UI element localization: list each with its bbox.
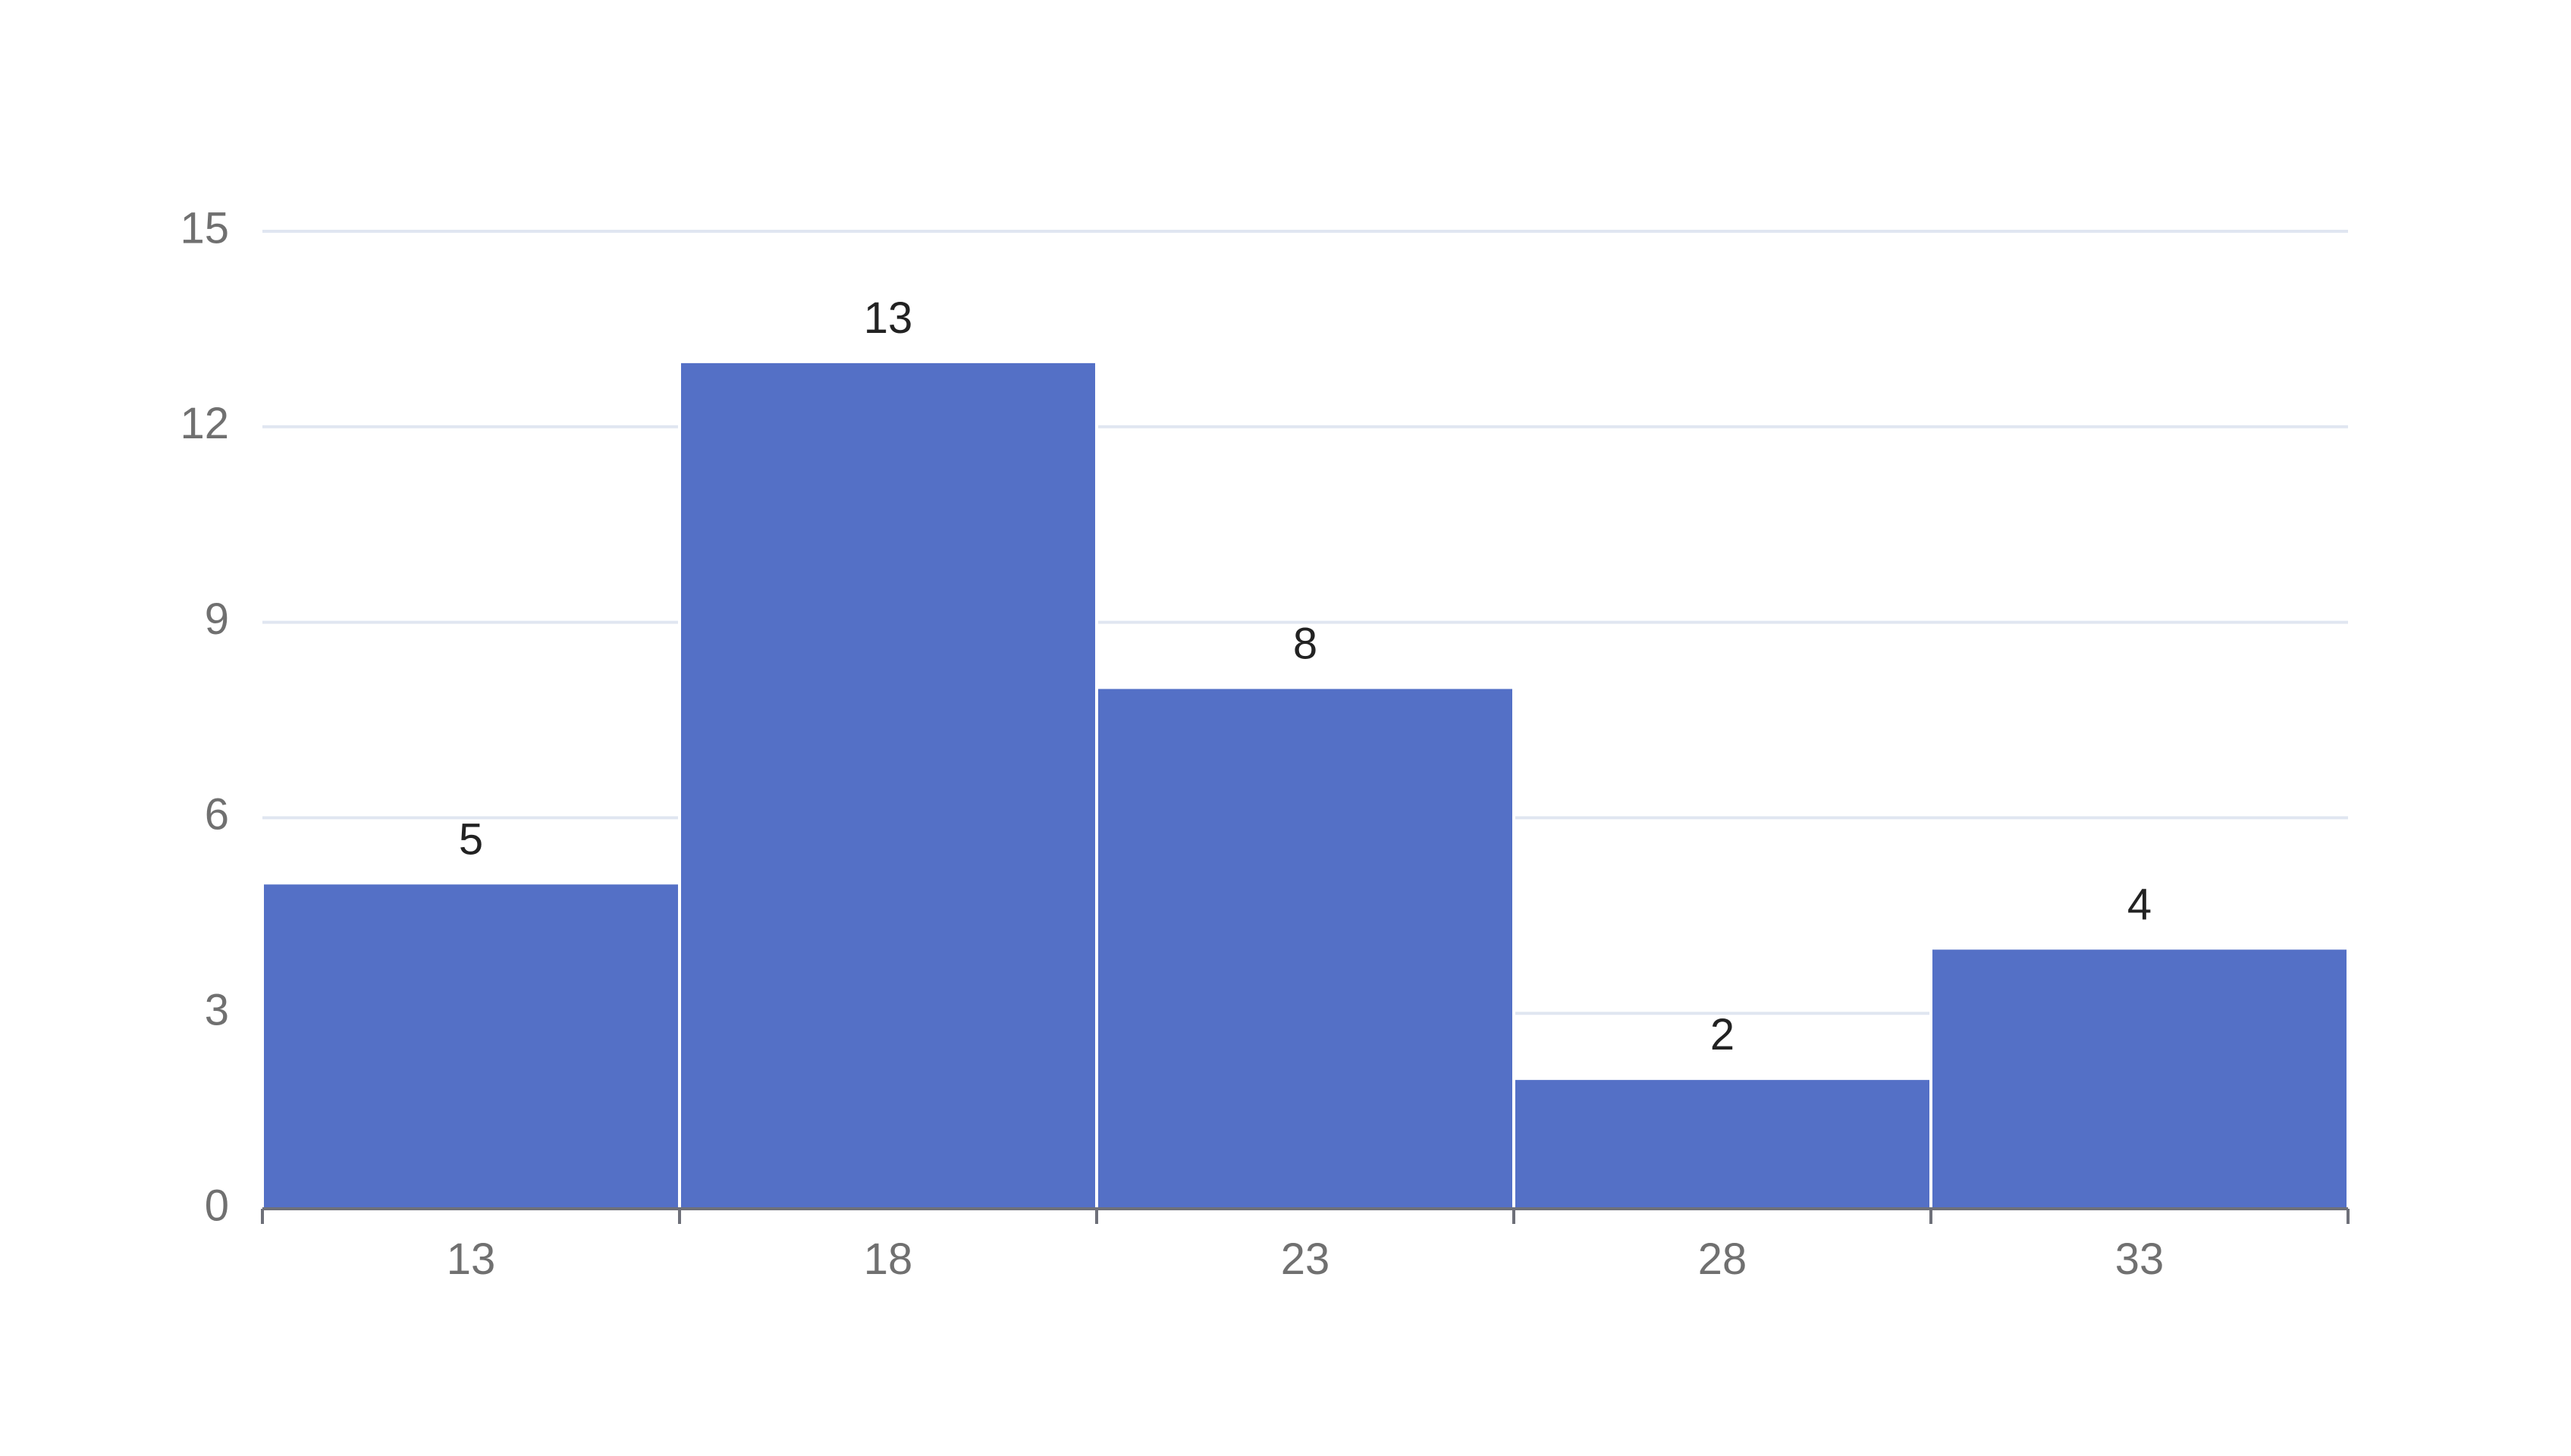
bar-value-label: 13 bbox=[864, 293, 913, 343]
histogram-bar bbox=[261, 881, 681, 1211]
x-tick-label: 18 bbox=[864, 1235, 913, 1284]
y-tick-label: 12 bbox=[180, 399, 229, 448]
y-tick-label: 0 bbox=[205, 1181, 229, 1230]
x-tick-label: 23 bbox=[1281, 1235, 1330, 1284]
x-tick-label: 13 bbox=[447, 1235, 496, 1284]
y-tick-label: 9 bbox=[205, 595, 229, 644]
y-tick-label: 3 bbox=[205, 986, 229, 1035]
histogram-bar bbox=[1929, 946, 2350, 1211]
bars bbox=[261, 359, 2350, 1211]
histogram-bar bbox=[1095, 686, 1515, 1210]
histogram-bar bbox=[1512, 1077, 1932, 1210]
bar-value-label: 2 bbox=[1710, 1010, 1734, 1059]
bar-value-label: 4 bbox=[2127, 880, 2152, 929]
labels: 0 3 6 9 12 15 5 13 8 2 4 13 18 23 28 33 bbox=[180, 203, 2164, 1284]
bar-value-label: 8 bbox=[1293, 620, 1317, 669]
bar-value-label: 5 bbox=[459, 814, 483, 864]
histogram-bar bbox=[678, 359, 1098, 1210]
y-tick-label: 15 bbox=[180, 203, 229, 253]
y-tick-label: 6 bbox=[205, 790, 229, 839]
x-tick-label: 28 bbox=[1698, 1235, 1747, 1284]
x-tick-label: 33 bbox=[2115, 1235, 2164, 1284]
x-axis bbox=[261, 1207, 2350, 1224]
